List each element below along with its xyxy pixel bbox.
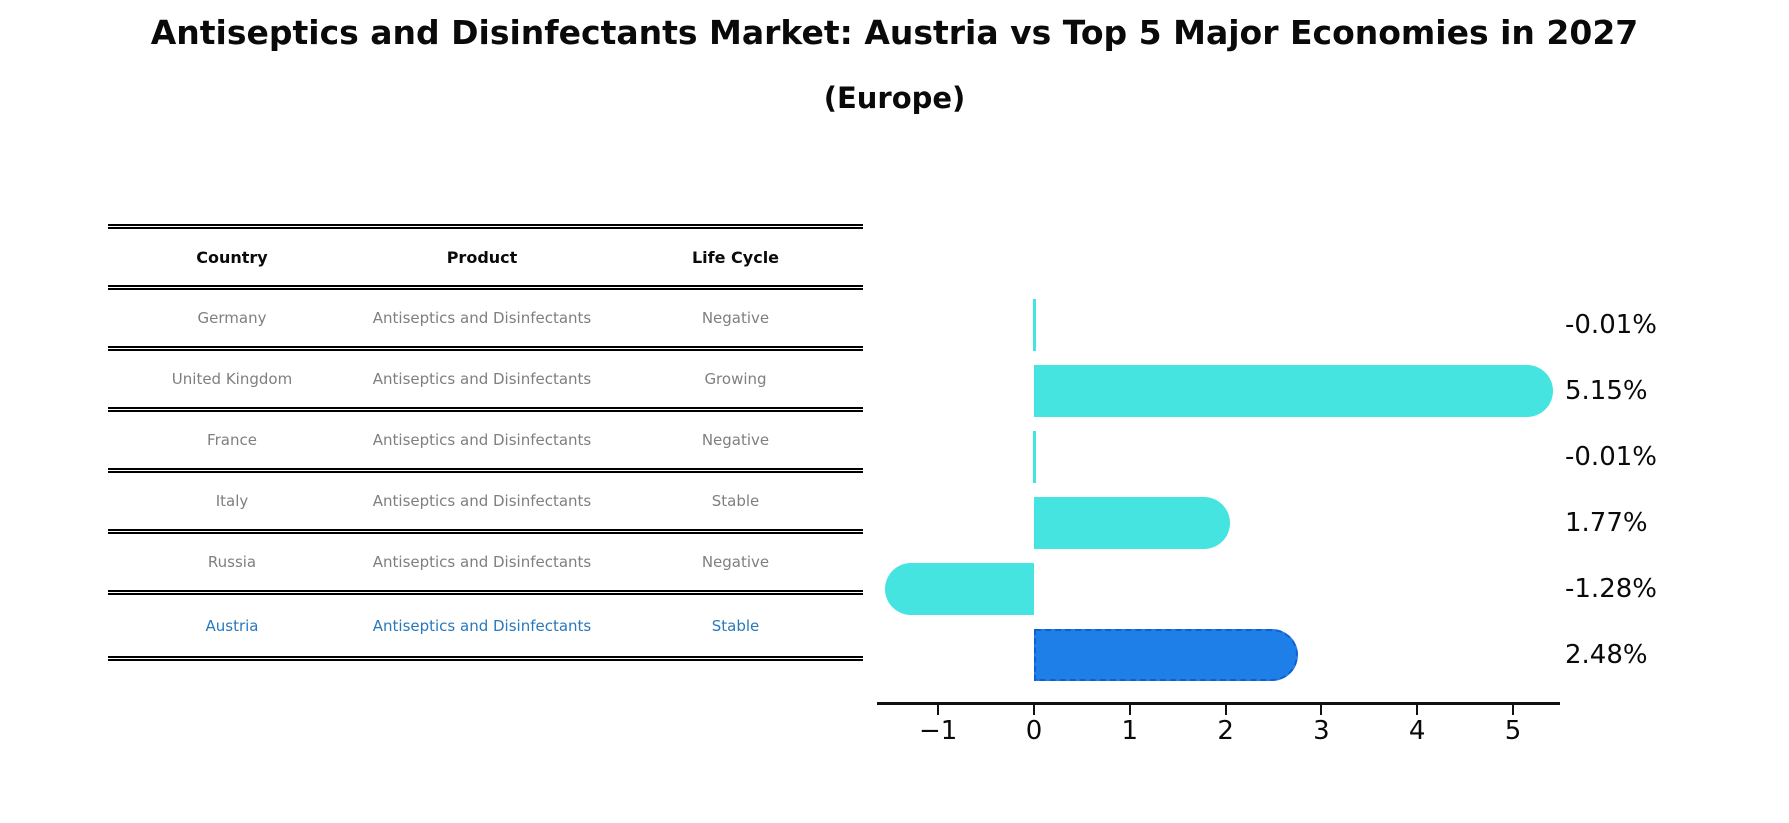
x-axis-tick (1416, 705, 1419, 715)
cell-country: United Kingdom (171, 370, 293, 388)
cell-product: Antiseptics and Disinfectants (372, 309, 592, 327)
page-subtitle: (Europe) (823, 81, 966, 115)
x-axis-tick (1320, 705, 1323, 715)
x-axis-tick-label: 1 (1121, 716, 1139, 746)
column-header-product: Product (446, 247, 518, 267)
x-axis-tick-label: 2 (1217, 716, 1234, 746)
table-row-france: France Antiseptics and Disinfectants Negat… (108, 412, 863, 473)
cell-life-cycle: Growing (704, 370, 767, 388)
cell-product: Antiseptics and Disinfectants (372, 616, 592, 635)
cell-life-cycle: Negative (701, 431, 770, 449)
cell-country: Austria (205, 616, 259, 635)
data-table: Country Product Life Cycle Germany Antise… (108, 224, 863, 661)
cell-product: Antiseptics and Disinfectants (372, 370, 592, 388)
value-label-united-kingdom: 5.15% (1565, 376, 1648, 406)
cell-country: Russia (207, 553, 257, 571)
table-row-italy: Italy Antiseptics and Disinfectants Stable (108, 473, 863, 534)
bar-italy (1034, 497, 1230, 549)
value-label-france: -0.01% (1565, 442, 1657, 472)
bar-france (1033, 431, 1036, 483)
x-axis-tick (1224, 705, 1227, 715)
bar-russia (885, 563, 1034, 615)
cell-life-cycle: Negative (701, 553, 770, 571)
cell-product: Antiseptics and Disinfectants (372, 431, 592, 449)
x-axis-tick-label: 3 (1313, 716, 1330, 746)
cell-product: Antiseptics and Disinfectants (372, 553, 592, 571)
table-row-austria: Austria Antiseptics and Disinfectants Stab… (108, 595, 863, 656)
table-row-germany: Germany Antiseptics and Disinfectants Nega… (108, 290, 863, 351)
cell-product: Antiseptics and Disinfectants (372, 492, 592, 510)
table-header-row: Country Product Life Cycle (108, 229, 863, 290)
column-header-life-cycle: Life Cycle (691, 247, 780, 267)
bar-united-kingdom (1034, 365, 1554, 417)
cell-country: France (207, 431, 257, 449)
cell-life-cycle: Stable (711, 492, 760, 510)
value-label-russia: -1.28% (1565, 574, 1657, 604)
x-axis-tick (1033, 705, 1035, 715)
page-title: Antiseptics and Disinfectants Market: Au… (150, 13, 1639, 52)
x-axis-line (877, 702, 1560, 705)
x-axis-tick-label: 5 (1504, 716, 1522, 746)
value-label-germany: -0.01% (1565, 310, 1657, 340)
column-header-country: Country (196, 247, 268, 267)
value-label-italy: 1.77% (1565, 508, 1648, 538)
x-axis-tick-label: 4 (1408, 716, 1426, 746)
cell-country: Germany (197, 309, 267, 327)
bar-germany (1033, 299, 1036, 351)
x-axis-tick (1128, 705, 1131, 715)
bar-austria (1034, 629, 1298, 681)
x-axis-tick (937, 705, 940, 715)
value-label-austria: 2.48% (1565, 640, 1648, 670)
x-axis-tick-label: 0 (1025, 716, 1043, 746)
table-row-russia: Russia Antiseptics and Disinfectants Negat… (108, 534, 863, 595)
cell-life-cycle: Stable (711, 616, 760, 635)
cell-life-cycle: Negative (701, 309, 770, 327)
table-row-united-kingdom: United Kingdom Antiseptics and Disinfecta… (108, 351, 863, 412)
x-axis-tick-label: −1 (919, 716, 958, 746)
cell-country: Italy (215, 492, 249, 510)
x-axis-tick (1512, 705, 1514, 715)
